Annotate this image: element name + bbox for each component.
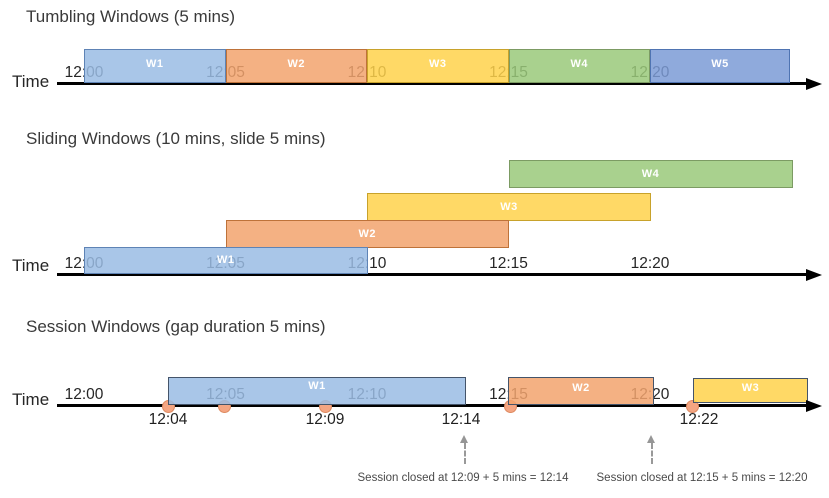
callout-arrowhead-icon-1 <box>460 435 468 443</box>
tumbling-section-title: Tumbling Windows (5 mins) <box>26 7 236 26</box>
tumbling-window-w1-label: W1 <box>146 58 164 70</box>
session-axis-arrowhead-icon <box>806 399 822 412</box>
session-time-axis <box>57 404 806 407</box>
tumbling-window-w3: W3 <box>367 49 509 83</box>
sliding-window-w2: W2 <box>225 219 509 248</box>
session-closed-annotation-2: Session closed at 12:15 + 5 mins = 12:20 <box>596 472 808 484</box>
tumbling-window-w2: W2 <box>225 49 367 83</box>
session-window-w2: W2 <box>508 377 654 405</box>
sliding-tick-1220: 12:20 <box>630 255 670 272</box>
sliding-tick-1215: 12:15 <box>489 255 528 272</box>
sliding-window-w4-label: W4 <box>641 168 660 180</box>
tumbling-window-w2-label: W2 <box>287 58 305 70</box>
tumbling-window-w5: W5 <box>650 49 790 83</box>
sliding-window-w3: W3 <box>367 192 651 221</box>
session-window-w2-label: W2 <box>572 382 590 394</box>
callout-arrowhead-icon-2 <box>647 435 655 443</box>
tumbling-window-w5-label: W5 <box>711 58 729 70</box>
session-window-w3-label: W3 <box>741 382 760 394</box>
sliding-time-axis-label: Time <box>12 256 50 275</box>
event-label-1214: 12:14 <box>441 411 481 428</box>
tumbling-window-w3-label: W3 <box>429 58 447 70</box>
tumbling-window-w4: W4 <box>508 49 650 83</box>
event-label-1222: 12:22 <box>679 411 719 428</box>
session-window-w1: W1 <box>168 377 466 405</box>
sliding-time-axis <box>57 273 806 276</box>
session-section-title: Session Windows (gap duration 5 mins) <box>26 317 326 336</box>
session-time-axis-label: Time <box>12 390 50 409</box>
callout-arrow-line-1 <box>463 443 466 464</box>
sliding-window-w1: W1 <box>84 247 368 274</box>
sliding-window-w3-label: W3 <box>500 200 518 213</box>
sliding-window-w1-label: W1 <box>217 254 235 266</box>
tumbling-axis-arrowhead-icon <box>806 77 822 90</box>
event-label-1204: 12:04 <box>148 411 188 428</box>
sliding-axis-arrowhead-icon <box>806 268 822 281</box>
tumbling-window-w4-label: W4 <box>570 58 588 70</box>
sliding-window-w4: W4 <box>508 160 793 188</box>
session-window-w1-label: W1 <box>308 380 326 392</box>
session-tick-1200: 12:00 <box>64 386 104 403</box>
tumbling-time-axis-label: Time <box>12 72 50 91</box>
tumbling-window-w1: W1 <box>84 49 226 83</box>
event-label-1209: 12:09 <box>305 411 345 428</box>
session-window-w3: W3 <box>693 378 808 403</box>
callout-arrow-line-2 <box>650 443 653 464</box>
sliding-section-title: Sliding Windows (10 mins, slide 5 mins) <box>26 129 326 148</box>
tumbling-time-axis <box>57 82 806 85</box>
sliding-window-w2-label: W2 <box>358 227 376 240</box>
session-closed-annotation-1: Session closed at 12:09 + 5 mins = 12:14 <box>357 472 569 484</box>
